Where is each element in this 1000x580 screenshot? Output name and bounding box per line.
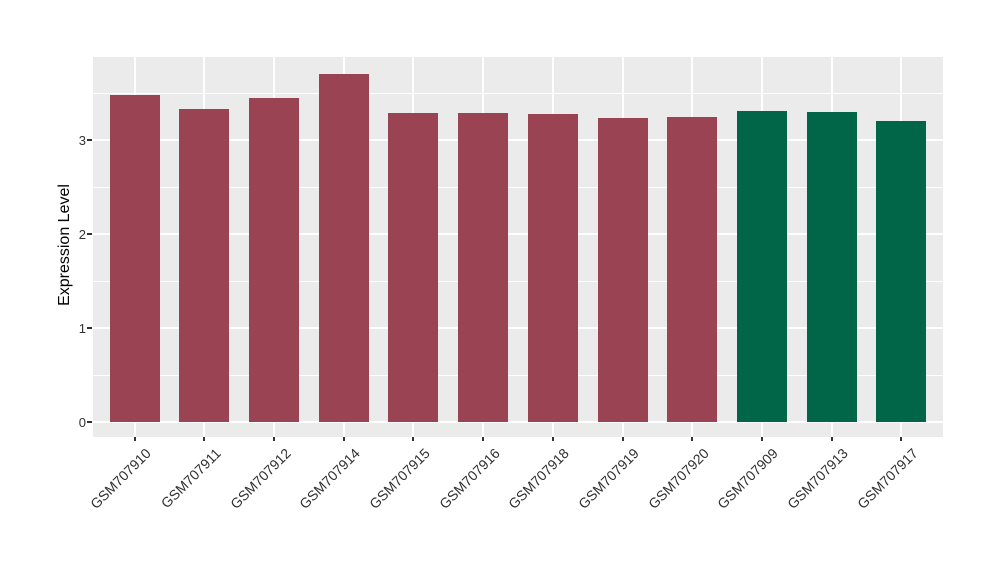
bar-GSM707910 xyxy=(109,94,160,422)
bar-GSM707909 xyxy=(736,110,787,422)
major-gridline xyxy=(93,327,943,329)
x-tick-label: GSM707919 xyxy=(574,445,642,512)
x-tick-label: GSM707916 xyxy=(435,445,503,512)
minor-gridline xyxy=(93,186,943,188)
bar-GSM707912 xyxy=(249,97,300,422)
x-tick-label: GSM707910 xyxy=(87,445,155,512)
bar-GSM707916 xyxy=(458,112,509,422)
minor-gridline xyxy=(93,374,943,376)
x-tick-label: GSM707917 xyxy=(853,445,921,512)
bar-GSM707920 xyxy=(667,117,718,422)
x-tick-label: GSM707911 xyxy=(157,445,224,512)
bar-GSM707919 xyxy=(597,118,648,422)
major-gridline xyxy=(93,139,943,141)
y-axis-title: Expression Level xyxy=(56,184,73,306)
major-gridline xyxy=(93,233,943,235)
x-tick-mark xyxy=(342,437,345,441)
bar-GSM707911 xyxy=(179,108,230,422)
x-tick-label: GSM707909 xyxy=(714,445,782,512)
x-tick-mark xyxy=(900,437,903,441)
bar-GSM707914 xyxy=(318,74,369,422)
y-tick-label: 1 xyxy=(78,320,86,336)
y-tick-mark xyxy=(87,139,92,141)
y-tick-label: 2 xyxy=(78,226,86,242)
bar-GSM707915 xyxy=(388,112,439,422)
y-tick-mark xyxy=(87,233,92,235)
x-tick-label: GSM707918 xyxy=(505,445,573,512)
x-tick-mark xyxy=(621,437,624,441)
bar-GSM707913 xyxy=(806,111,857,422)
x-tick-label: GSM707912 xyxy=(226,445,294,512)
x-tick-mark xyxy=(551,437,554,441)
y-tick-label: 0 xyxy=(78,414,86,430)
bar-GSM707917 xyxy=(876,121,927,422)
major-gridline xyxy=(93,421,943,423)
x-tick-label: GSM707915 xyxy=(365,445,433,512)
x-tick-label: GSM707913 xyxy=(783,445,851,512)
x-tick-mark xyxy=(273,437,276,441)
minor-gridline xyxy=(93,92,943,94)
x-tick-label: GSM707920 xyxy=(644,445,712,512)
minor-gridline xyxy=(93,280,943,282)
y-tick-mark xyxy=(87,327,92,329)
x-tick-mark xyxy=(760,437,763,441)
x-tick-mark xyxy=(830,437,833,441)
x-tick-label: GSM707914 xyxy=(296,445,364,512)
x-tick-mark xyxy=(691,437,694,441)
y-tick-label: 3 xyxy=(78,132,86,148)
x-tick-mark xyxy=(133,437,136,441)
plot-panel xyxy=(93,57,943,437)
x-tick-mark xyxy=(203,437,206,441)
x-tick-mark xyxy=(482,437,485,441)
y-tick-mark xyxy=(87,421,92,423)
bar-GSM707918 xyxy=(527,113,578,422)
x-tick-mark xyxy=(412,437,415,441)
